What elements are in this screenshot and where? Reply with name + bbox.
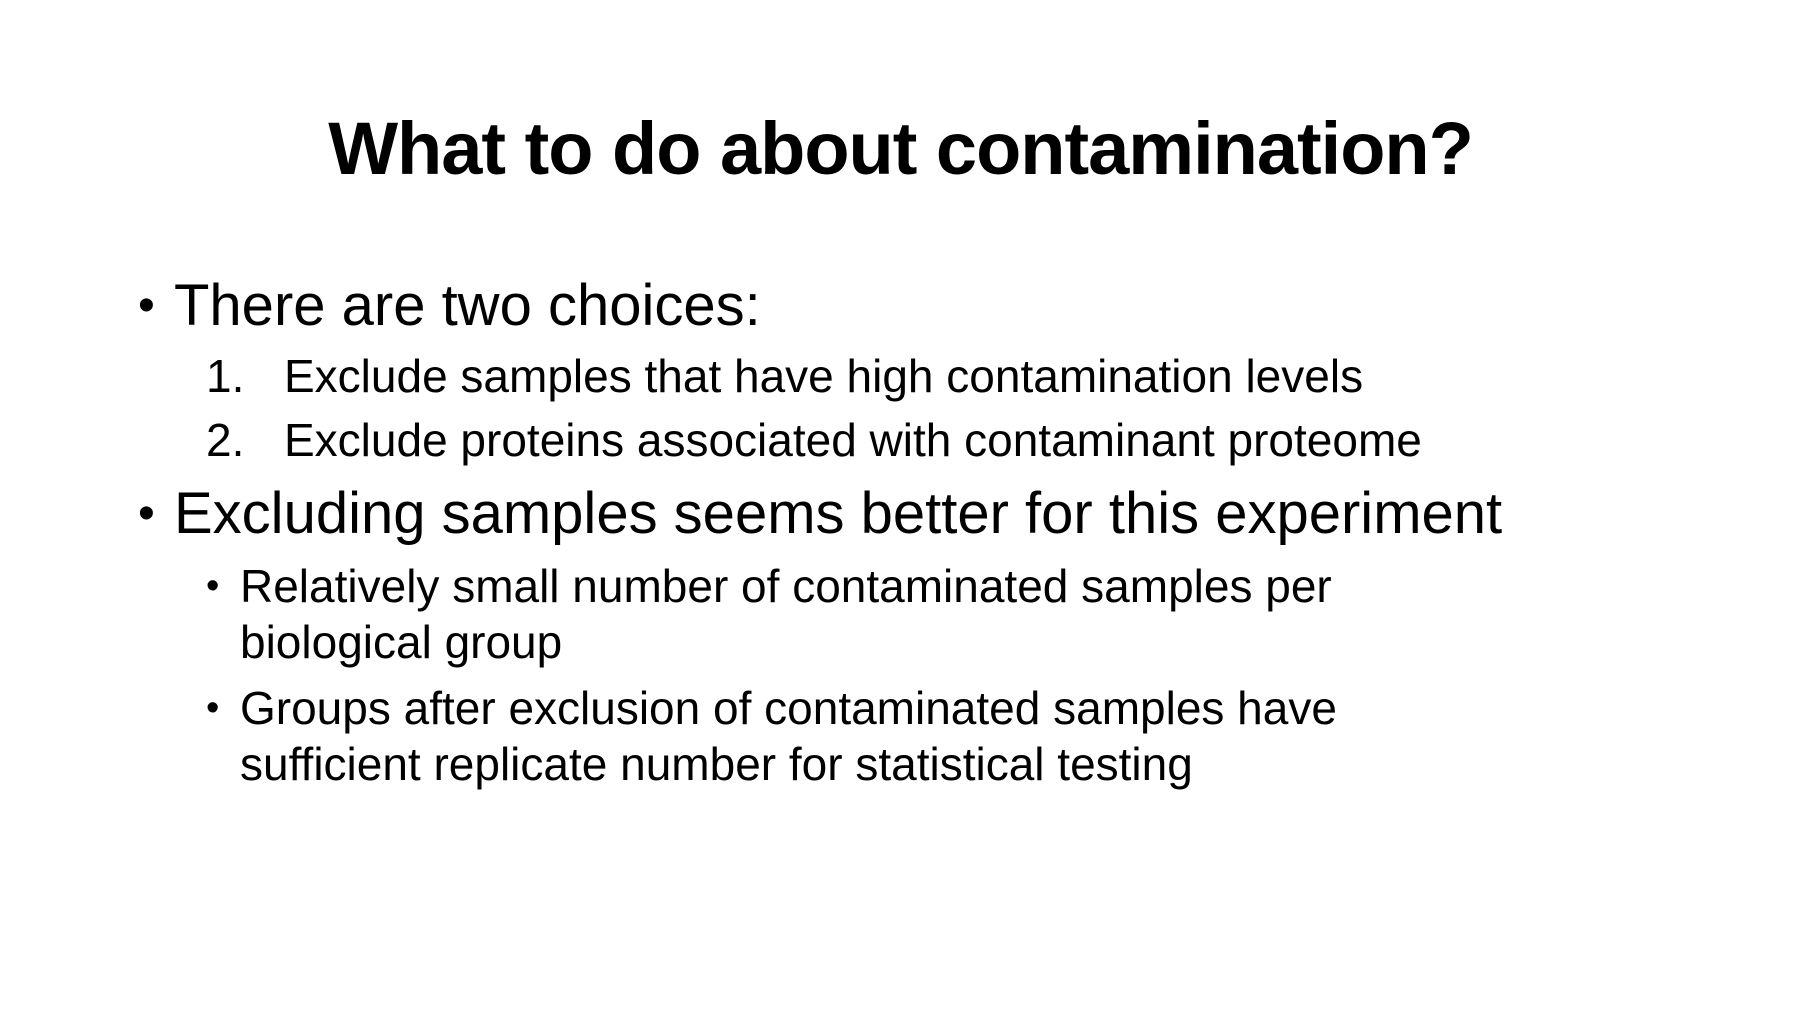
sub-bullet-text: Groups after exclusion of contaminated s… (240, 682, 1337, 790)
slide-title: What to do about contamination? (328, 107, 1474, 190)
slide-body: • There are two choices: 1. Exclude samp… (138, 272, 1698, 792)
item-number: 2. (206, 414, 245, 466)
bullet-text: Excluding samples seems better for this … (174, 481, 1503, 546)
sub-bullet-text: Relatively small number of contaminated … (240, 560, 1332, 668)
numbered-item: 1. Exclude samples that have high contam… (206, 348, 1698, 404)
item-number: 1. (206, 350, 245, 402)
bullet-dot: • (138, 279, 155, 332)
bullet-dot: • (206, 687, 220, 729)
bullet-item: • There are two choices: (138, 272, 1698, 340)
bullet-item: • Excluding samples seems better for thi… (138, 480, 1698, 548)
numbered-item-text: Exclude proteins associated with contami… (284, 414, 1422, 466)
numbered-item-text: Exclude samples that have high contamina… (284, 350, 1364, 402)
sub-bullet-item: • Relatively small number of contaminate… (206, 558, 1390, 670)
bullet-dot: • (138, 487, 155, 540)
numbered-item: 2. Exclude proteins associated with cont… (206, 412, 1698, 468)
bullet-text: There are two choices: (174, 273, 761, 338)
bullet-dot: • (206, 565, 220, 607)
sub-bullet-item: • Groups after exclusion of contaminated… (206, 680, 1390, 792)
